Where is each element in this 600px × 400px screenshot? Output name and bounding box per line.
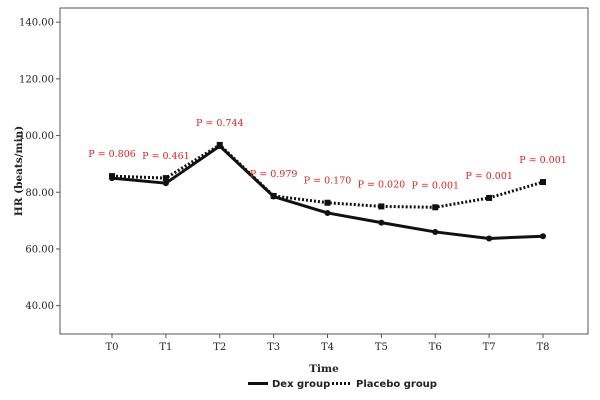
x-axis: T0 T1 T2 T3 T4 T5 T6 T7 T8 bbox=[105, 334, 550, 353]
legend-item: Placebo group bbox=[332, 379, 437, 390]
plot-border bbox=[59, 7, 589, 335]
x-axis-title: Time bbox=[309, 363, 339, 375]
y-axis-title: HR (beats/min) bbox=[13, 126, 25, 216]
series-placebo-group bbox=[109, 141, 546, 211]
x-tick-label: T3 bbox=[267, 342, 280, 353]
y-tick-label: 120.00 bbox=[19, 74, 54, 85]
p-value-label: P = 0.170 bbox=[304, 176, 352, 187]
p-value-label: P = 0.979 bbox=[250, 169, 298, 180]
p-value-label: P = 0.020 bbox=[358, 179, 406, 190]
legend-label: Placebo group bbox=[356, 379, 437, 390]
data-point bbox=[378, 203, 385, 210]
data-point bbox=[162, 180, 169, 187]
x-tick-label: T7 bbox=[483, 342, 496, 353]
y-tick-label: 100.00 bbox=[19, 131, 54, 142]
legend: Dex group Placebo group bbox=[248, 379, 437, 390]
x-tick-label: T8 bbox=[536, 342, 549, 353]
y-tick-label: 80.00 bbox=[25, 188, 54, 199]
y-axis: 40.00 60.00 80.00 100.00 120.00 140.00 bbox=[19, 18, 60, 312]
p-value-label: P = 0.461 bbox=[142, 151, 190, 162]
data-point bbox=[270, 192, 277, 199]
data-point bbox=[432, 228, 439, 235]
y-tick-label: 60.00 bbox=[25, 244, 54, 255]
x-tick-label: T1 bbox=[159, 342, 172, 353]
p-value-label: P = 0.001 bbox=[411, 180, 459, 191]
data-point bbox=[540, 179, 546, 186]
data-point bbox=[486, 194, 493, 201]
data-point bbox=[324, 209, 331, 216]
data-point bbox=[432, 204, 439, 211]
data-point bbox=[486, 235, 493, 242]
legend-label: Dex group bbox=[272, 379, 330, 390]
data-point bbox=[378, 219, 385, 226]
x-tick-label: T4 bbox=[321, 342, 334, 353]
y-tick-label: 140.00 bbox=[19, 18, 54, 29]
data-point bbox=[216, 141, 223, 148]
p-value-annotations: P = 0.806 P = 0.461 P = 0.744 P = 0.979 P = … bbox=[88, 118, 567, 191]
data-point bbox=[540, 233, 546, 240]
x-tick-label: T0 bbox=[105, 342, 118, 353]
p-value-label: P = 0.806 bbox=[88, 149, 136, 160]
x-tick-label: T2 bbox=[213, 342, 226, 353]
plot-frame bbox=[59, 7, 589, 335]
p-value-label: P = 0.744 bbox=[196, 118, 244, 129]
y-tick-label: 40.00 bbox=[25, 301, 54, 312]
series-layer bbox=[109, 141, 546, 242]
data-point bbox=[324, 199, 331, 206]
data-point bbox=[109, 173, 115, 180]
x-tick-label: T5 bbox=[375, 342, 388, 353]
x-tick-label: T6 bbox=[429, 342, 442, 353]
data-point bbox=[162, 175, 169, 182]
p-value-label: P = 0.001 bbox=[519, 155, 567, 166]
legend-item: Dex group bbox=[248, 379, 330, 390]
p-value-label: P = 0.001 bbox=[465, 171, 513, 182]
